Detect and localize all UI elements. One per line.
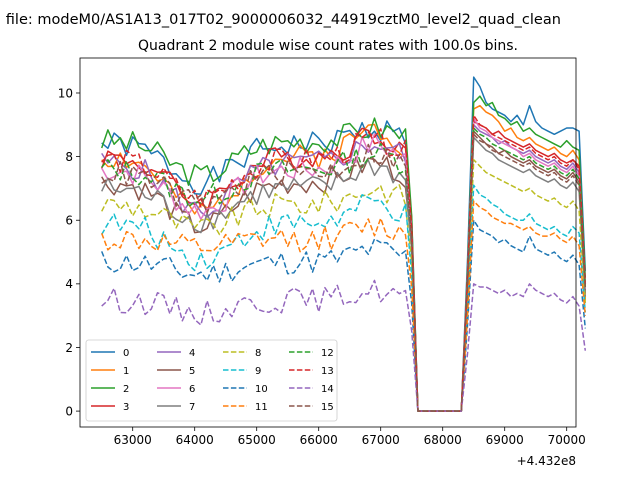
legend-box <box>85 339 338 422</box>
x-tick-label: 70000 <box>548 433 586 447</box>
legend-label-13: 13 <box>321 366 334 377</box>
legend-label-14: 14 <box>321 384 334 395</box>
legend-label-15: 15 <box>321 402 334 413</box>
series-line-6 <box>101 117 587 412</box>
x-tick-label: 64000 <box>176 433 214 447</box>
legend-label-4: 4 <box>189 348 195 359</box>
x-tick-label: 69000 <box>486 433 524 447</box>
legend-label-0: 0 <box>123 348 129 359</box>
y-tick-label: 8 <box>65 150 73 164</box>
y-tick-label: 4 <box>65 277 73 291</box>
legend-label-1: 1 <box>123 366 129 377</box>
legend-label-11: 11 <box>255 402 268 413</box>
y-tick-label: 6 <box>65 214 73 228</box>
series-line-14 <box>101 279 587 412</box>
x-axis: 63000 64000 65000 66000 67000 68000 69000 70000 <box>114 427 586 447</box>
x-tick-label: 66000 <box>300 433 338 447</box>
chart-title: Quadrant 2 module wise count rates with … <box>138 38 518 54</box>
legend-label-10: 10 <box>255 384 268 395</box>
series-line-3 <box>100 120 587 412</box>
series-line-13 <box>101 114 587 412</box>
source-file-header: n file: modeM0/AS1A13_017T02_9000006032_… <box>0 12 561 28</box>
series-line-7 <box>101 136 587 412</box>
legend-label-7: 7 <box>189 402 195 413</box>
series-line-15 <box>101 133 587 412</box>
series-line-12 <box>101 127 587 412</box>
series-line-8 <box>101 159 587 412</box>
x-axis-offset-label: +4.432e8 <box>517 454 576 468</box>
y-tick-label: 0 <box>65 404 73 418</box>
x-tick-label: 67000 <box>362 433 400 447</box>
x-tick-label: 68000 <box>424 433 462 447</box>
series-line-2 <box>100 95 587 412</box>
x-tick-label: 65000 <box>238 433 276 447</box>
legend-label-12: 12 <box>321 348 334 359</box>
series-line-0 <box>101 76 587 412</box>
y-tick-label: 10 <box>58 86 73 100</box>
legend-label-2: 2 <box>123 384 129 395</box>
y-axis: 0 2 4 6 8 10 <box>58 86 80 418</box>
x-tick-label: 63000 <box>114 433 152 447</box>
plot-area <box>79 57 587 428</box>
y-tick-label: 2 <box>65 341 73 355</box>
legend-label-9: 9 <box>255 366 261 377</box>
legend-label-3: 3 <box>123 402 129 413</box>
legend-label-8: 8 <box>255 348 261 359</box>
axes-frame <box>79 57 577 428</box>
series-line-11 <box>100 200 587 412</box>
legend-label-6: 6 <box>189 384 195 395</box>
series-line-10 <box>101 219 587 412</box>
series-line-9 <box>101 184 587 412</box>
legend-label-5: 5 <box>189 366 195 377</box>
